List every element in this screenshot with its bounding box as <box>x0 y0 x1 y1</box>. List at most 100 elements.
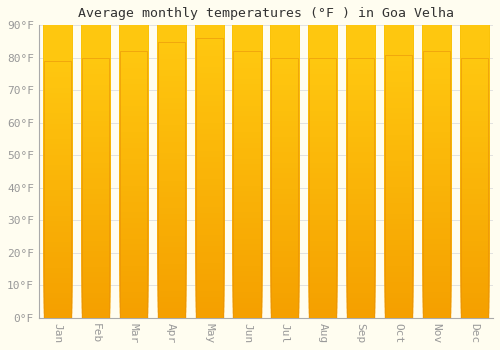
Bar <box>422 3 450 270</box>
Bar <box>347 0 374 152</box>
Bar <box>422 0 450 121</box>
Bar <box>120 0 147 136</box>
Bar <box>460 0 488 125</box>
Bar <box>44 0 72 107</box>
Bar <box>271 1 298 261</box>
Bar <box>460 0 488 256</box>
Bar <box>196 0 223 279</box>
Bar <box>234 0 260 89</box>
Bar <box>385 2 412 265</box>
Bar <box>158 42 185 318</box>
Bar <box>422 35 450 302</box>
Bar <box>385 0 412 239</box>
Bar <box>422 0 450 126</box>
Bar <box>44 15 72 272</box>
Bar <box>422 9 450 275</box>
Bar <box>460 0 488 177</box>
Bar <box>271 0 298 219</box>
Bar <box>385 0 412 144</box>
Bar <box>347 0 374 256</box>
Bar <box>309 21 336 281</box>
Bar <box>422 0 450 254</box>
Bar <box>120 0 147 227</box>
Bar <box>309 0 336 224</box>
Bar <box>196 0 223 212</box>
Bar <box>44 0 72 241</box>
Bar <box>158 0 185 152</box>
Bar <box>385 0 412 165</box>
Bar <box>82 0 109 146</box>
Bar <box>460 0 488 79</box>
Bar <box>422 0 450 184</box>
Bar <box>234 0 260 184</box>
Bar <box>271 0 298 63</box>
Bar <box>347 0 374 110</box>
Bar <box>234 0 260 158</box>
Bar <box>385 0 412 70</box>
Bar <box>44 0 72 112</box>
Bar <box>82 58 109 318</box>
Bar <box>82 0 109 240</box>
Bar <box>234 0 260 153</box>
Bar <box>120 0 147 190</box>
Bar <box>460 0 488 183</box>
Bar <box>82 0 109 115</box>
Bar <box>120 0 147 259</box>
Bar <box>422 0 450 105</box>
Bar <box>196 0 223 229</box>
Bar <box>82 0 109 193</box>
Bar <box>460 0 488 141</box>
Bar <box>385 0 412 128</box>
Bar <box>196 0 223 89</box>
Bar <box>460 0 488 214</box>
Bar <box>196 0 223 201</box>
Bar <box>309 16 336 276</box>
Bar <box>385 0 412 76</box>
Bar <box>82 0 109 110</box>
Bar <box>309 0 336 89</box>
Bar <box>120 0 147 126</box>
Bar <box>82 0 109 157</box>
Bar <box>309 58 336 318</box>
Bar <box>422 0 450 265</box>
Bar <box>82 52 109 313</box>
Bar <box>120 0 147 57</box>
Bar <box>158 36 185 313</box>
Bar <box>347 0 374 250</box>
Bar <box>271 0 298 183</box>
Bar <box>158 0 185 91</box>
Bar <box>422 0 450 99</box>
Bar <box>44 0 72 118</box>
Bar <box>234 0 260 126</box>
Bar <box>196 0 223 251</box>
Bar <box>44 0 72 179</box>
Bar <box>422 0 450 169</box>
Bar <box>234 0 260 259</box>
Bar <box>82 47 109 308</box>
Bar <box>460 0 488 110</box>
Bar <box>460 0 488 219</box>
Bar <box>120 0 147 131</box>
Bar <box>234 0 260 121</box>
Bar <box>460 0 488 131</box>
Bar <box>44 20 72 277</box>
Bar <box>422 0 450 142</box>
Bar <box>158 0 185 218</box>
Bar <box>385 0 412 260</box>
Bar <box>271 0 298 141</box>
Bar <box>44 0 72 143</box>
Bar <box>385 39 412 302</box>
Bar <box>158 0 185 108</box>
Bar <box>460 0 488 167</box>
Bar <box>347 58 374 318</box>
Bar <box>347 0 374 245</box>
Bar <box>234 0 260 99</box>
Bar <box>460 0 488 157</box>
Bar <box>120 0 147 217</box>
Bar <box>422 0 450 243</box>
Bar <box>158 0 185 102</box>
Bar <box>234 51 260 318</box>
Bar <box>385 0 412 160</box>
Bar <box>196 10 223 290</box>
Bar <box>271 0 298 79</box>
